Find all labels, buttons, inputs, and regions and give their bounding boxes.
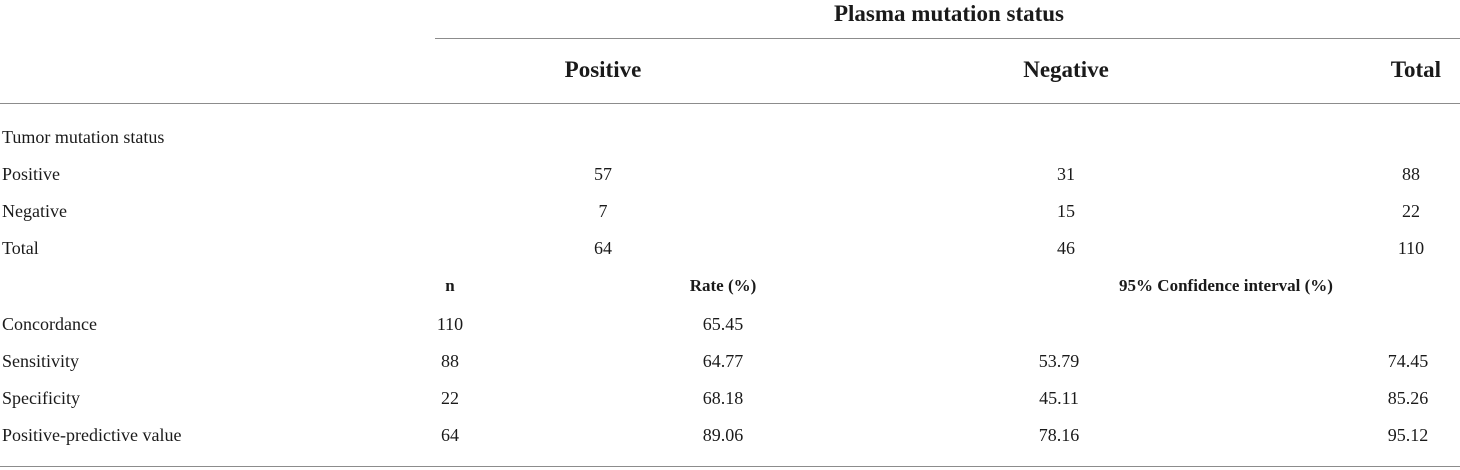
table-cell: 7 — [598, 201, 608, 221]
col-header-total: Total — [1390, 57, 1441, 82]
table-cell: 85.26 — [1387, 388, 1429, 408]
table-cell: 53.79 — [1038, 351, 1080, 371]
table-cell: 78.16 — [1038, 425, 1080, 445]
table-cell: 65.45 — [702, 314, 744, 334]
header-bottom-rule — [0, 103, 1460, 104]
table-row-label: Concordance — [2, 314, 97, 334]
table-cell: 22 — [441, 388, 459, 408]
table-cell: 88 — [441, 351, 459, 371]
table-row-label: Positive-predictive value — [2, 425, 182, 445]
stats-header-n: n — [445, 276, 455, 295]
stats-header-ci: 95% Confidence interval (%) — [1119, 276, 1333, 295]
col-header-negative: Negative — [1023, 57, 1109, 82]
table-cell: 46 — [1057, 238, 1075, 258]
table-title: Plasma mutation status — [833, 1, 1065, 26]
table-cell: 89.06 — [702, 425, 744, 445]
table-cell: 68.18 — [702, 388, 744, 408]
table-cell: 31 — [1057, 164, 1075, 184]
table-row-label: Positive — [2, 164, 61, 184]
table-cell: 22 — [1402, 201, 1420, 221]
table-row-label: Total — [2, 238, 39, 258]
table-bottom-rule — [0, 466, 1460, 467]
section-label: Tumor mutation status — [2, 127, 165, 147]
table-cell: 15 — [1057, 201, 1075, 221]
table-cell: 74.45 — [1387, 351, 1429, 371]
stats-header-rate: Rate (%) — [689, 276, 757, 295]
table-cell: 64.77 — [702, 351, 744, 371]
table-row-label: Sensitivity — [2, 351, 80, 371]
table-cell: 64 — [594, 238, 612, 258]
table-cell: 110 — [1397, 238, 1425, 258]
table-cell: 95.12 — [1387, 425, 1429, 445]
header-divider — [435, 38, 1460, 39]
table-cell: 110 — [436, 314, 464, 334]
table-cell: 64 — [441, 425, 459, 445]
col-header-positive: Positive — [564, 57, 642, 82]
table-row-label: Negative — [2, 201, 67, 221]
table-cell: 45.11 — [1039, 388, 1079, 408]
table-cell: 88 — [1402, 164, 1420, 184]
table-row-label: Specificity — [2, 388, 80, 408]
table-cell: 57 — [594, 164, 612, 184]
